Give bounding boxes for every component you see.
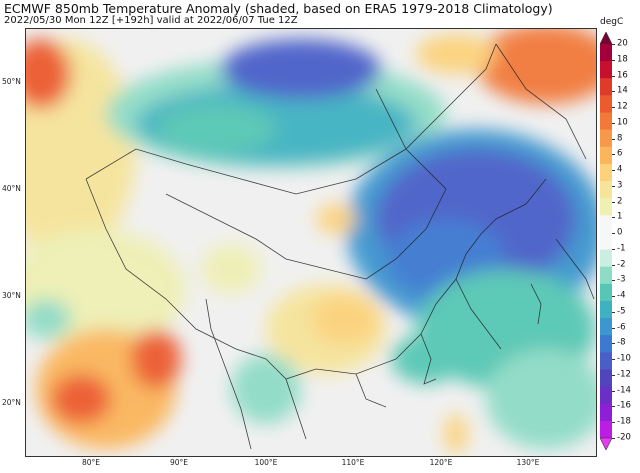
colorbar-segment [600,318,612,336]
colorbar-tick-mark [612,122,615,124]
colorbar [600,32,612,450]
colorbar-tick-mark [612,390,615,392]
colorbar-tick-mark [612,438,615,439]
colorbar-segment [600,198,612,216]
colorbar-segment [600,335,612,353]
colorbar-tick-label: 12 [617,101,628,112]
colorbar-tick-mark [612,311,615,313]
colorbar-segment [600,78,612,96]
valid-time-subtitle: 2022/05/30 Mon 12Z [+192h] valid at 2022… [4,15,298,26]
colorbar-tick-label: -16 [617,400,631,411]
colorbar-tick-mark [612,201,615,203]
colorbar-tick-mark [612,359,615,361]
colorbar-segment [600,181,612,199]
colorbar-segment [600,95,612,114]
lon-label-130: 130°E [516,458,540,467]
colorbar-segment [600,352,612,370]
colorbar-tick-mark [612,374,615,376]
colorbar-tick-mark [612,406,615,408]
colorbar-segment [600,163,612,182]
colorbar-tick-label: -4 [617,290,626,301]
colorbar-segment [600,44,612,62]
colorbar-segment [600,232,612,251]
colorbar-segment [600,266,612,285]
colorbar-segment [600,129,612,148]
lat-label-50: 50°N [2,77,21,86]
colorbar-tick-label: -12 [617,369,631,380]
colorbar-tick-label: -18 [617,416,631,427]
lon-label-90: 90°E [169,458,189,467]
colorbar-tick-mark [612,59,615,61]
colorbar-tick-mark [612,343,615,345]
colorbar-tick-mark [612,185,615,187]
colorbar-tick-label: -10 [617,353,631,364]
colorbar-segment [600,146,612,165]
colorbar-tick-label: 4 [617,164,623,175]
lon-label-120: 120°E [429,458,453,467]
colorbar-tick-label: 6 [617,148,623,159]
colorbar-tick-label: -2 [617,259,626,270]
colorbar-tick-mark [612,44,615,45]
colorbar-top-extension [600,32,612,45]
colorbar-tick-mark [612,75,615,77]
colorbar-tick-mark [612,327,615,329]
colorbar-tick-mark [612,91,615,93]
map-title: ECMWF 850mb Temperature Anomaly (shaded,… [4,1,553,16]
colorbar-tick-mark [612,248,615,250]
colorbar-tick-label: 1 [617,211,623,222]
colorbar-tick-mark [612,264,615,266]
colorbar-tick-label: 3 [617,180,623,191]
lon-label-100: 100°E [254,458,278,467]
colorbar-tick-label: 18 [617,54,628,65]
colorbar-segment [600,386,612,405]
colorbar-tick-mark [612,107,615,109]
colorbar-bottom-extension [600,437,612,450]
colorbar-segment [600,283,612,302]
colorbar-tick-label: 2 [617,196,623,207]
colorbar-segment [600,215,612,233]
colorbar-segment [600,369,612,388]
colorbar-tick-label: -14 [617,385,631,396]
colorbar-tick-label: -20 [617,432,631,443]
colorbar-tick-label: 8 [617,133,623,144]
colorbar-segment [600,420,612,439]
colorbar-units: degC [600,17,624,27]
colorbar-tick-label: 16 [617,70,628,81]
colorbar-segment [600,112,612,131]
colorbar-tick-mark [612,217,615,219]
colorbar-segment [600,403,612,422]
colorbar-tick-mark [612,138,615,140]
colorbar-tick-label: 10 [617,117,628,128]
lon-label-110: 110°E [341,458,365,467]
colorbar-segment [600,300,612,319]
temperature-anomaly-map [26,29,596,456]
colorbar-tick-mark [612,154,615,156]
colorbar-tick-label: -3 [617,274,626,285]
colorbar-segment [600,61,612,79]
lon-label-80: 80°E [81,458,101,467]
colorbar-tick-mark [612,170,615,172]
colorbar-tick-label: -5 [617,306,626,317]
colorbar-tick-mark [612,280,615,282]
colorbar-tick-mark [612,233,615,235]
colorbar-tick-label: -8 [617,337,626,348]
colorbar-tick-label: -1 [617,243,626,254]
lat-label-30: 30°N [2,291,21,300]
lat-label-40: 40°N [2,184,21,193]
colorbar-tick-label: 0 [617,227,623,238]
colorbar-segment [600,249,612,268]
colorbar-tick-mark [612,296,615,298]
map-panel [25,28,597,457]
colorbar-tick-label: 14 [617,85,628,96]
colorbar-tick-label: 20 [617,38,628,49]
colorbar-tick-mark [612,422,615,424]
colorbar-tick-label: -6 [617,322,626,333]
lat-label-20: 20°N [2,398,21,407]
